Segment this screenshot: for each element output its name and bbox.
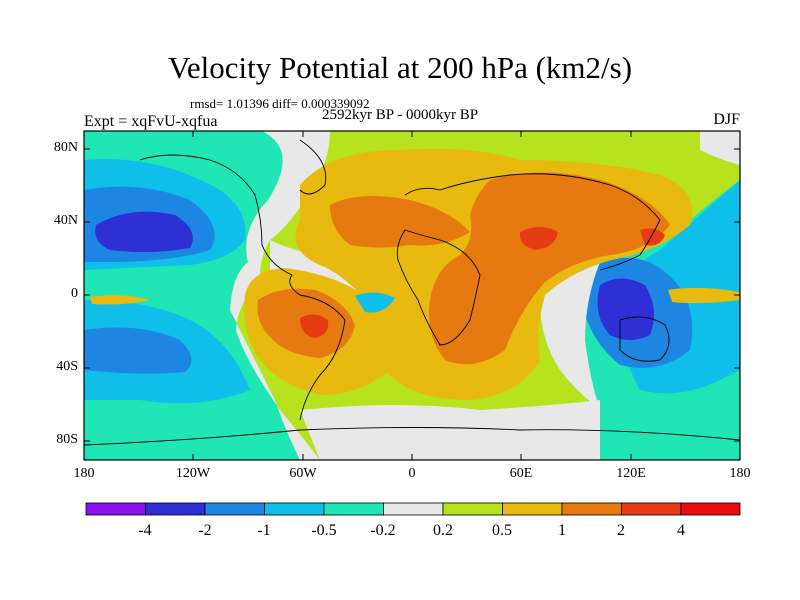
colorbar-label: -0.2	[370, 522, 396, 539]
y-tick-label: 80S	[56, 432, 78, 447]
season-label: DJF	[713, 111, 740, 128]
band-0.5-1-pacific	[668, 287, 740, 304]
band-2-4-asia	[519, 227, 558, 250]
x-tick-label: 120E	[616, 466, 646, 481]
band-neg1-neg0.5-atl	[355, 292, 395, 313]
colorbar-box-7	[502, 502, 563, 516]
colorbar-box-5	[383, 502, 444, 516]
coast-antarctica	[84, 427, 740, 446]
colorbar-label: -4	[138, 522, 152, 539]
colorbar	[85, 502, 741, 516]
x-tick-label: 60W	[289, 466, 317, 481]
colorbar-box-1	[145, 502, 206, 516]
y-tick-label: 40S	[56, 359, 78, 374]
band-1-2-eurasia-africa	[429, 172, 670, 365]
contour-field	[84, 131, 740, 460]
coast-africa	[396, 229, 481, 346]
x-tick-label: 60E	[509, 466, 533, 481]
band-neutral-antarctic	[300, 400, 600, 460]
colorbar-label: -0.5	[311, 522, 337, 539]
x-tick-label: 180	[73, 466, 95, 481]
colorbar-label: 1	[558, 522, 566, 539]
band-neutral-west	[230, 131, 330, 460]
stats-line: rmsd= 1.01396 diff= 0.000339092	[190, 96, 370, 111]
colorbar-box-9	[621, 502, 682, 516]
colorbar-label: -2	[198, 522, 212, 539]
band-2-4-amazon	[300, 314, 329, 338]
coast-americas	[139, 154, 346, 421]
band-neg4-neg2-mc	[597, 278, 654, 340]
colorbar-box-2	[204, 502, 265, 516]
colorbar-label: 2	[617, 522, 625, 539]
chart-title: Velocity Potential at 200 hPa (km2/s)	[167, 50, 633, 85]
band-neutral-indian	[540, 262, 600, 410]
colorbar-label: 0.2	[433, 522, 453, 539]
colorbar-box-8	[561, 502, 622, 516]
period-label: 2592kyr BP - 0000kyr BP	[322, 107, 479, 123]
band-neutral-arctic	[700, 131, 740, 165]
colorbar-box-6	[442, 502, 503, 516]
colorbar-label: 4	[677, 522, 685, 539]
band-neg4-neg2-npac	[95, 211, 193, 253]
coastlines	[84, 139, 740, 446]
y-tick-label: 40N	[53, 213, 78, 228]
coast-greenland	[299, 139, 327, 195]
colorbar-box-0	[85, 502, 146, 516]
x-tick-label: 180	[729, 466, 751, 481]
coast-eurasia	[404, 173, 661, 271]
colorbar-box-4	[323, 502, 384, 516]
colorbar-label: 0.5	[492, 522, 512, 539]
colorbar-box-3	[264, 502, 325, 516]
x-tick-label: 120W	[175, 466, 211, 481]
colorbar-label: -1	[257, 522, 271, 539]
x-tick-label: 0	[408, 466, 416, 481]
axis-ticks	[84, 131, 740, 460]
band-2-4-eastasia	[640, 228, 665, 246]
coast-australia	[619, 316, 670, 362]
band-neg2-neg1-spac	[84, 327, 192, 374]
band-1-2-natlantic	[330, 196, 470, 248]
y-tick-label: 80N	[53, 140, 78, 155]
colorbar-box-10	[680, 502, 741, 516]
experiment-label: Expt = xqFvU-xqfua	[84, 113, 218, 130]
y-tick-label: 0	[71, 286, 78, 301]
band-0.5-1-dateline	[90, 295, 150, 305]
